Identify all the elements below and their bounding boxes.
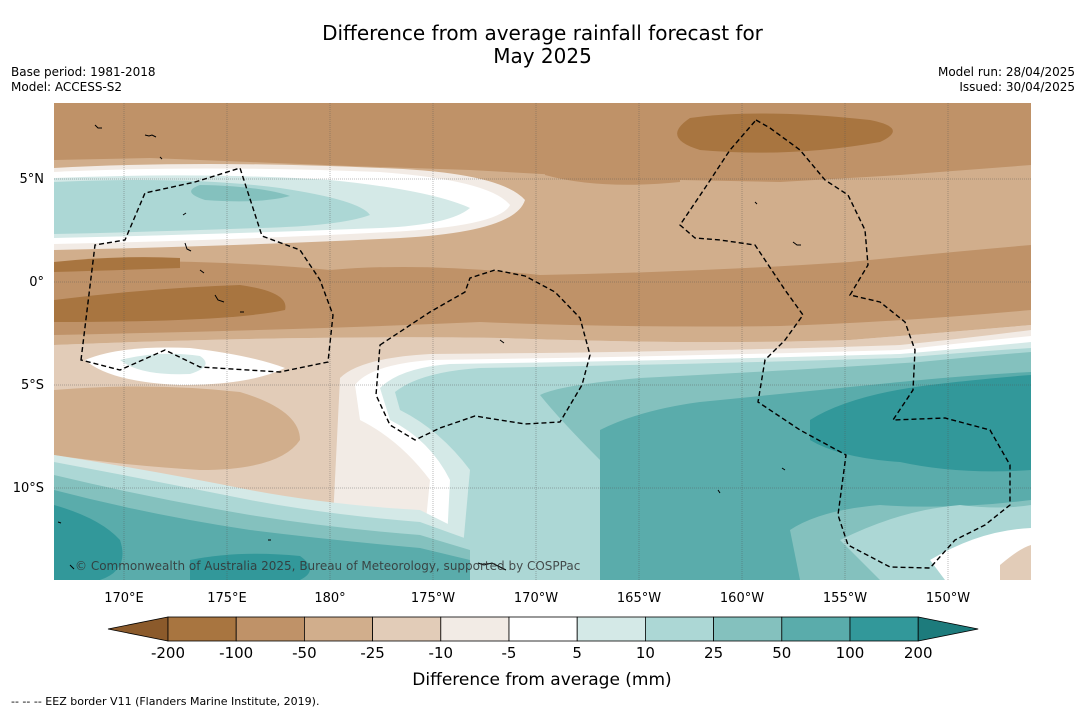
- lon-label: 175°E: [207, 591, 247, 606]
- legend-arrow-left: [107, 616, 169, 642]
- lat-label: 0°: [29, 275, 44, 290]
- lon-label: 180°: [314, 591, 345, 606]
- legend-title: Difference from average (mm): [412, 670, 671, 690]
- meta-right: Model run: 28/04/2025 Issued: 30/04/2025: [938, 65, 1075, 95]
- legend-swatch: [303, 616, 373, 642]
- legend-tick-label: 25: [704, 644, 723, 662]
- legend-tick-label: 100: [836, 644, 865, 662]
- lon-label: 155°W: [823, 591, 867, 606]
- legend-swatch: [372, 616, 442, 642]
- legend-tick-label: 5: [572, 644, 582, 662]
- island-outlines: [57, 124, 801, 571]
- eez-borders: [80, 119, 1011, 569]
- lon-label: 170°W: [514, 591, 558, 606]
- legend-tick-label: -50: [292, 644, 317, 662]
- legend-swatch: [440, 616, 510, 642]
- lon-labels: 170°E 175°E 180° 175°W 170°W 165°W 160°W…: [104, 591, 970, 606]
- legend-tick-label: 50: [772, 644, 791, 662]
- lon-label: 170°E: [104, 591, 144, 606]
- legend-colorbar: -200 -100 -50 -25 -10 -5 5 10 25 50 100 200: [107, 616, 979, 662]
- legend-swatch: [645, 616, 715, 642]
- map-field: © Commonwealth of Australia 2025, Bureau…: [54, 103, 1031, 580]
- legend-tick-label: 200: [904, 644, 933, 662]
- title-line-1: Difference from average rainfall forecas…: [322, 21, 763, 45]
- legend-tick-label: 10: [636, 644, 655, 662]
- map-copyright: © Commonwealth of Australia 2025, Bureau…: [75, 559, 580, 573]
- legend-tick-label: -200: [151, 644, 185, 662]
- legend-tick-label: -10: [429, 644, 454, 662]
- lat-labels: 5°N 0° 5°S 10°S: [13, 172, 44, 496]
- model-name: Model: ACCESS-S2: [11, 80, 123, 94]
- legend-arrow-right: [917, 616, 979, 642]
- legend-swatch: [576, 616, 646, 642]
- map-title: Difference from average rainfall forecas…: [0, 22, 1085, 68]
- legend-tick-label: -25: [360, 644, 385, 662]
- lon-label: 160°W: [720, 591, 764, 606]
- title-line-2: May 2025: [493, 44, 592, 68]
- lat-label: 10°S: [13, 481, 44, 496]
- base-period: Base period: 1981-2018: [11, 65, 156, 79]
- lon-label: 175°W: [411, 591, 455, 606]
- lat-label: 5°N: [20, 172, 45, 187]
- eez-footnote: -- -- -- EEZ border V11 (Flanders Marine…: [11, 695, 320, 708]
- legend-swatch: [781, 616, 851, 642]
- issued-date: Issued: 30/04/2025: [959, 80, 1075, 94]
- legend-swatch: [849, 616, 919, 642]
- lat-label: 5°S: [21, 378, 44, 393]
- legend-swatch: [235, 616, 305, 642]
- legend-tick-label: -5: [502, 644, 517, 662]
- legend-swatch: [508, 616, 578, 642]
- meta-left: Base period: 1981-2018 Model: ACCESS-S2: [11, 65, 156, 95]
- lon-label: 150°W: [926, 591, 970, 606]
- legend-swatch: [167, 616, 237, 642]
- model-run: Model run: 28/04/2025: [937, 65, 1075, 79]
- legend-tick-label: -100: [219, 644, 253, 662]
- legend-swatch: [713, 616, 783, 642]
- lon-label: 165°W: [617, 591, 661, 606]
